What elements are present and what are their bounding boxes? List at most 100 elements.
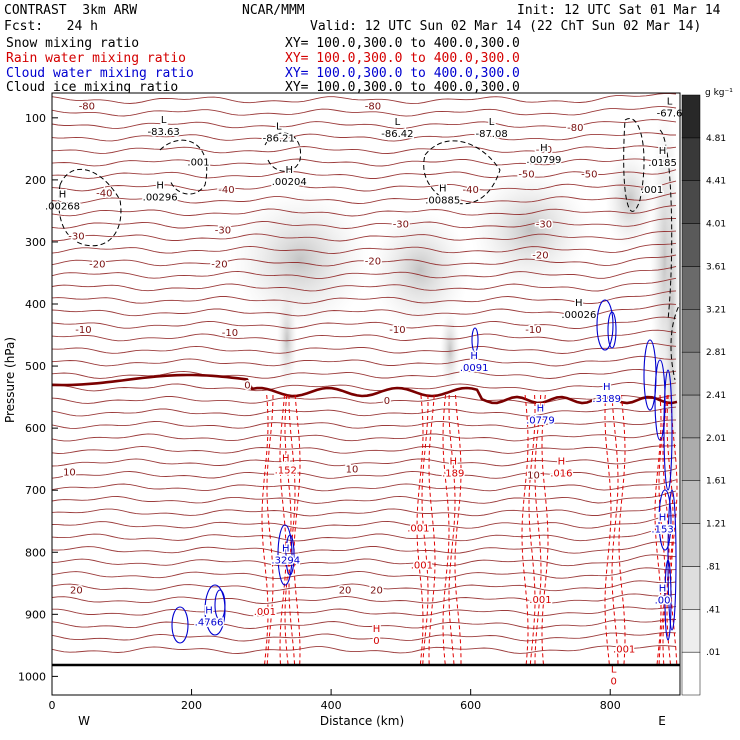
rain-contour-label: .001	[529, 595, 551, 606]
colorbar-swatch	[681, 651, 701, 696]
isotherm-line	[52, 468, 677, 479]
rain-contour	[284, 394, 292, 666]
rain-contour	[288, 395, 296, 666]
isotherm-line	[52, 145, 677, 154]
temperature-label: 10	[527, 471, 540, 482]
isotherm-line	[52, 580, 677, 592]
field-snow-xy: XY= 100.0,300.0 to 400.0,300.0	[285, 36, 520, 51]
y-tick-label: 900	[25, 608, 46, 621]
y-tick-label: 300	[25, 236, 46, 249]
temperature-label: -10	[75, 325, 91, 336]
temperature-label: -50	[518, 170, 534, 181]
extremum-value: .3189	[592, 394, 621, 405]
temperature-label: -20	[365, 257, 381, 268]
isotherm-line	[52, 169, 677, 179]
temperature-label: 0	[244, 381, 250, 392]
isotherm-line	[52, 490, 677, 504]
rain-contour	[658, 394, 666, 666]
extremum-marker: H	[659, 512, 667, 523]
isotherm-line	[52, 645, 677, 654]
field-rain-xy: XY= 100.0,300.0 to 400.0,300.0	[285, 51, 520, 66]
rain-contour	[428, 394, 436, 666]
colorbar-label: .01	[706, 648, 720, 658]
temperature-label: 10	[63, 468, 76, 479]
extremum-value: .152	[275, 465, 297, 476]
colorbar-swatch	[681, 137, 701, 181]
y-tick-label: 600	[25, 422, 46, 435]
extremum-value: .4766	[195, 617, 224, 628]
colorbar-swatch	[681, 266, 701, 310]
temperature-isotherms	[52, 93, 678, 654]
cloud-water-contour	[596, 299, 614, 351]
extremum-marker: H	[449, 456, 457, 467]
snow-contour	[423, 140, 501, 205]
colorbar-swatch	[681, 609, 701, 653]
y-tick-label: 1000	[18, 670, 46, 683]
field-cloudice-name: Cloud ice mixing ratio	[6, 80, 179, 95]
rain-contour	[293, 394, 301, 666]
isotherm-line	[52, 541, 677, 554]
field-rain-name: Rain water mixing ratio	[6, 51, 187, 66]
snow-contour-label: .001	[187, 157, 209, 168]
extremum-value: -87.08	[475, 129, 507, 140]
extremum-marker: H	[373, 624, 381, 635]
extremum-value: .00026	[561, 310, 596, 321]
isotherm-line	[52, 93, 677, 105]
rain-contour	[521, 394, 529, 666]
temperature-label: -40	[462, 185, 478, 196]
colorbar-label: 4.81	[706, 134, 726, 144]
plot-background	[52, 93, 680, 695]
contour-labels: -80 -80 -80 -60 -50 -50 -40 -40 -40 -30 -30 -30 -30 -…	[43, 95, 684, 689]
extremum-value: .3294	[271, 555, 300, 566]
isotherm-line	[52, 528, 677, 542]
extremum-value: .0091	[460, 363, 489, 374]
cloud-water-contour	[664, 559, 672, 641]
extremum-value: -86.42	[381, 129, 413, 140]
extremum-marker: L	[395, 117, 401, 128]
temperature-label: -30	[393, 219, 409, 230]
x-tick-label: 800	[600, 699, 621, 712]
colorbar-swatch	[681, 394, 701, 439]
isotherm-line	[52, 619, 677, 629]
colorbar-label: 4.01	[706, 220, 726, 230]
extremum-marker: H	[659, 584, 667, 595]
temperature-label: -80	[79, 101, 95, 112]
rain-contour	[541, 394, 549, 666]
isotherm-line	[52, 119, 677, 130]
isotherm-line	[52, 316, 677, 329]
colorbar-label: 2.41	[706, 391, 726, 401]
isotherm-line	[52, 479, 677, 492]
colorbar: .01 .41 .81 1.21 1.61 2.01 2.41 2.81 3.21 3.61 4.0…	[681, 94, 726, 696]
extremum-value: -67.6	[657, 109, 683, 120]
freezing-level-line	[52, 373, 678, 405]
extremum-value: .00268	[45, 202, 80, 213]
isotherm-line	[52, 205, 677, 217]
isotherm-line	[52, 242, 677, 254]
cloud-water-contour	[214, 589, 226, 621]
cloud-water-contour	[658, 489, 672, 551]
rain-contour	[611, 394, 619, 666]
extremum-value: .00799	[526, 155, 561, 166]
y-tick-label: 800	[25, 546, 46, 559]
isotherm-line	[52, 277, 677, 292]
y-tick-label: 100	[25, 112, 46, 125]
snow-contour	[670, 302, 680, 381]
extremum-marker: H	[59, 190, 67, 201]
cloud-water-contour	[171, 606, 189, 644]
y-axis-title: Pressure (hPa)	[3, 337, 17, 423]
extremum-value: -83.63	[148, 127, 180, 138]
temperature-label: 20	[339, 585, 352, 596]
x-tick-label: 400	[321, 699, 342, 712]
snow-contour	[264, 132, 302, 172]
extremum-value: 0	[611, 676, 617, 687]
isotherm-line	[52, 342, 677, 354]
field-snow-name: Snow mixing ratio	[6, 36, 140, 51]
rain-contour	[454, 394, 462, 665]
extremum-value: 0	[373, 636, 379, 647]
colorbar-swatch	[681, 523, 701, 567]
isotherm-line	[52, 230, 677, 242]
extremum-value: .016	[550, 468, 572, 479]
colorbar-swatch	[681, 480, 701, 524]
isotherm-line	[52, 254, 677, 267]
temperature-label: -10	[222, 328, 238, 339]
